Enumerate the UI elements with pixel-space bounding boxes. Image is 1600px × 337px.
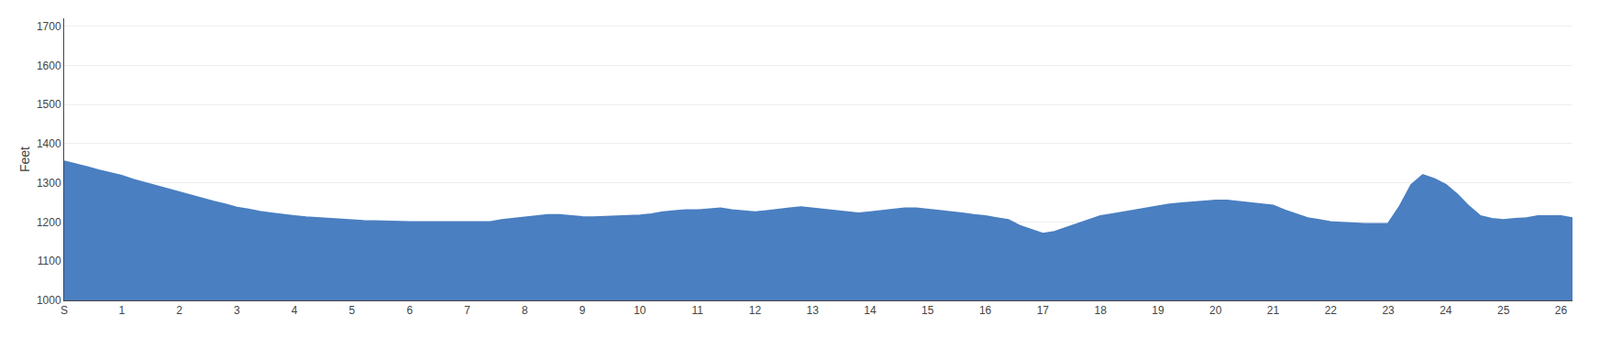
svg-text:23: 23 <box>1381 304 1395 318</box>
svg-text:1000: 1000 <box>36 294 62 308</box>
svg-text:20: 20 <box>1209 304 1223 318</box>
svg-text:11: 11 <box>691 304 704 318</box>
svg-text:1500: 1500 <box>36 98 62 111</box>
svg-text:25: 25 <box>1497 304 1511 318</box>
svg-text:6: 6 <box>406 304 413 318</box>
svg-text:S: S <box>60 304 68 318</box>
svg-text:3: 3 <box>233 304 241 318</box>
svg-text:17: 17 <box>1037 304 1050 318</box>
svg-text:16: 16 <box>979 304 993 318</box>
svg-text:1700: 1700 <box>36 20 62 34</box>
svg-text:1300: 1300 <box>36 176 62 190</box>
svg-text:26: 26 <box>1555 304 1568 318</box>
svg-text:1600: 1600 <box>36 59 62 73</box>
svg-text:24: 24 <box>1439 304 1453 318</box>
svg-text:1400: 1400 <box>36 137 62 151</box>
svg-text:5: 5 <box>349 304 356 318</box>
svg-text:1100: 1100 <box>37 254 62 268</box>
svg-text:9: 9 <box>579 304 586 318</box>
svg-text:12: 12 <box>749 304 762 318</box>
svg-text:7: 7 <box>463 304 471 318</box>
svg-text:19: 19 <box>1151 304 1165 318</box>
svg-text:4: 4 <box>291 304 298 318</box>
svg-text:Feet: Feet <box>17 146 33 173</box>
svg-text:15: 15 <box>921 304 935 318</box>
svg-text:22: 22 <box>1324 304 1338 318</box>
svg-text:18: 18 <box>1093 304 1107 318</box>
svg-text:21: 21 <box>1267 304 1280 318</box>
svg-text:8: 8 <box>521 304 529 318</box>
svg-text:1200: 1200 <box>36 216 62 230</box>
svg-text:14: 14 <box>863 304 877 318</box>
svg-text:13: 13 <box>806 304 820 318</box>
svg-text:1: 1 <box>118 304 125 318</box>
svg-text:10: 10 <box>633 304 647 318</box>
svg-text:2: 2 <box>176 304 183 318</box>
